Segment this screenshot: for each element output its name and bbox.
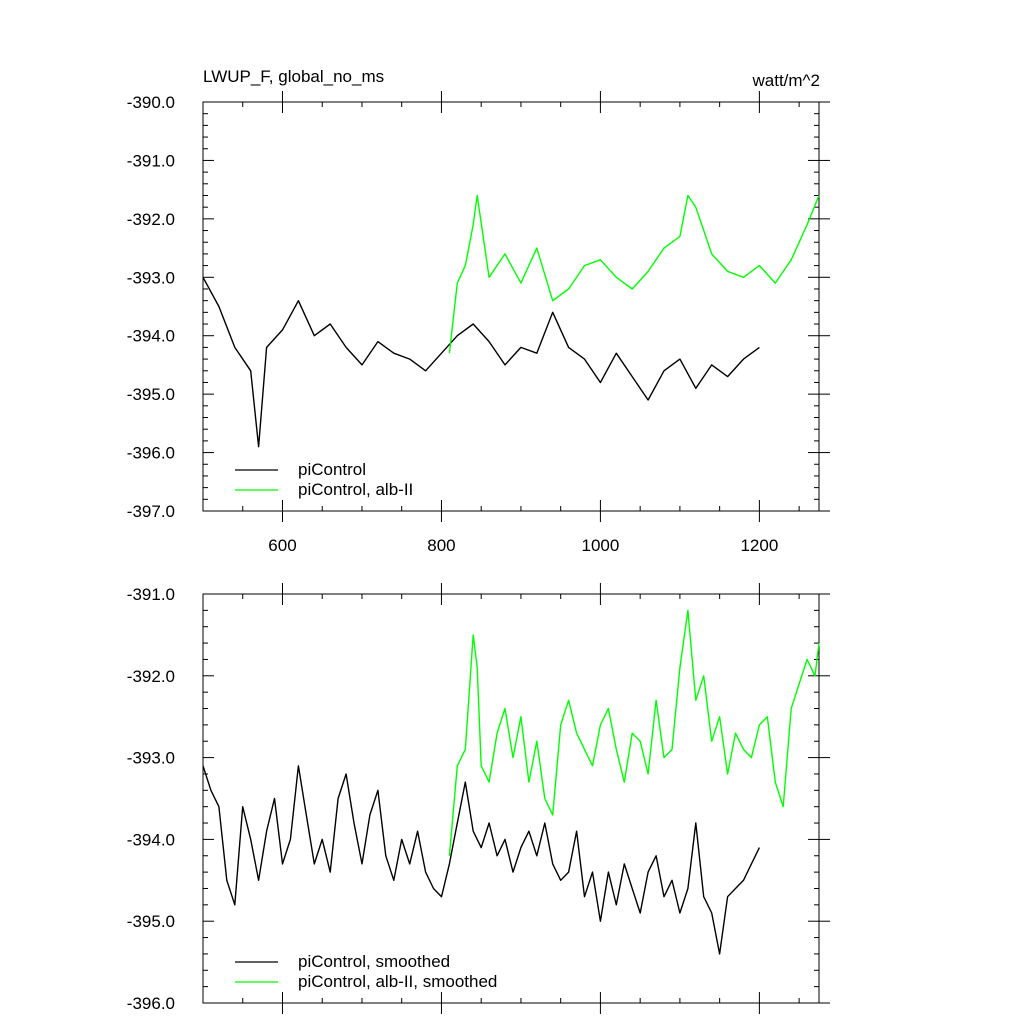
top-plot-frame [202, 101, 820, 512]
y-tick-label: -393.0 [127, 749, 175, 768]
series-line-picontrol [202, 276, 760, 448]
y-tick-label: -390.0 [127, 93, 175, 112]
y-tick-label: -392.0 [127, 667, 175, 686]
series-line-picontrol-alb-ii [448, 194, 820, 354]
bottom-panel: -396.0 -395.0 -394.0 -393.0 -392.0 -391.0 piC… [127, 583, 830, 1014]
y-tick-label: -395.0 [127, 912, 175, 931]
y-tick-label: -394.0 [127, 830, 175, 849]
y-tick-label: -396.0 [127, 994, 175, 1013]
y-tick-label: -394.0 [127, 327, 175, 346]
legend-label-picontrol-smoothed: piControl, smoothed [298, 952, 450, 971]
bottom-legend: piControl, smoothed piControl, alb-II, s… [235, 952, 497, 991]
legend-label-picontrol-alb-ii: piControl, alb-II [298, 480, 413, 499]
units-label: watt/m^2 [752, 71, 821, 90]
bottom-axis-ticks: -396.0 -395.0 -394.0 -393.0 -392.0 -391.0 [127, 583, 830, 1014]
bottom-plot-frame [202, 593, 820, 1004]
x-tick-label: 1200 [740, 536, 778, 555]
series-line-picontrol-alb-ii-smoothed [448, 609, 820, 856]
top-axis-ticks: 600 800 1000 1200 -397.0 -396.0 -395.0 -394.0 -3… [127, 91, 830, 555]
top-panel: LWUP_F, global_no_ms watt/m^2 600 800 1000… [127, 67, 830, 555]
y-tick-label: -397.0 [127, 502, 175, 521]
y-tick-label: -396.0 [127, 444, 175, 463]
chart-title: LWUP_F, global_no_ms [203, 67, 384, 86]
x-tick-label: 1000 [582, 536, 620, 555]
legend-label-picontrol: piControl [298, 460, 366, 479]
bottom-series-group [202, 609, 820, 955]
y-tick-label: -392.0 [127, 210, 175, 229]
y-tick-label: -395.0 [127, 385, 175, 404]
y-tick-label: -391.0 [127, 585, 175, 604]
x-tick-label: 800 [427, 536, 455, 555]
x-tick-label: 600 [268, 536, 296, 555]
top-legend: piControl piControl, alb-II [235, 460, 413, 499]
y-tick-label: -393.0 [127, 268, 175, 287]
legend-label-picontrol-alb-ii-smoothed: piControl, alb-II, smoothed [298, 972, 497, 991]
series-line-picontrol-smoothed [202, 765, 761, 955]
top-series-group [202, 194, 820, 448]
y-tick-label: -391.0 [127, 151, 175, 170]
